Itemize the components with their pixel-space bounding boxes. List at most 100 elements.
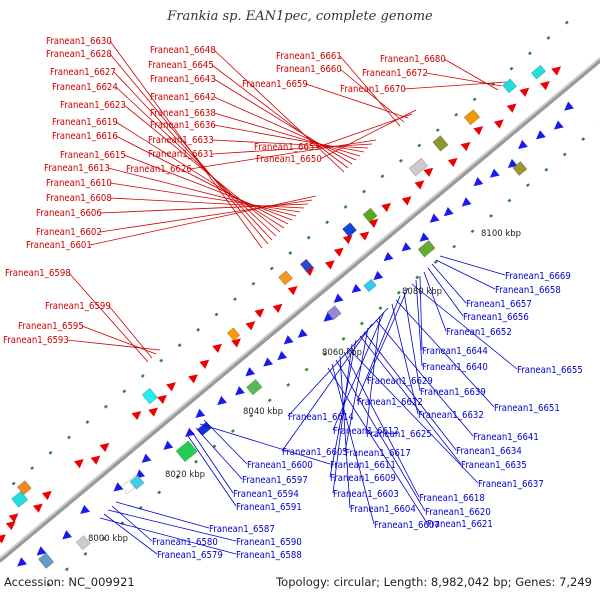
forward-gene-arrow xyxy=(148,407,158,417)
reverse-gene-arrow xyxy=(195,408,206,419)
forward-gene-label: Franean1_6608 xyxy=(46,193,112,204)
feature-box xyxy=(512,160,528,176)
reverse-gene-arrow xyxy=(245,367,256,377)
marker-tick xyxy=(544,167,549,172)
forward-gene-arrow xyxy=(131,410,142,421)
reverse-label-connector xyxy=(191,431,234,494)
feature-box xyxy=(11,490,29,508)
feature-box xyxy=(530,64,547,80)
reverse-label-connector xyxy=(435,259,496,290)
scale-tick-label: 8020 kbp xyxy=(165,470,205,480)
forward-gene-label: Franean1_6623 xyxy=(60,100,126,111)
marker-tick xyxy=(196,327,201,332)
forward-label-connector xyxy=(123,154,293,221)
marker-tick xyxy=(48,450,53,455)
forward-label-connector xyxy=(81,325,157,355)
forward-gene-label: Franean1_6661 xyxy=(276,51,342,62)
forward-label-connector xyxy=(115,135,289,225)
backbone-highlight xyxy=(0,57,600,559)
forward-gene-label: Franean1_6660 xyxy=(276,64,342,75)
forward-gene-label: Franean1_6638 xyxy=(150,108,216,119)
forward-gene-label: Franean1_6643 xyxy=(150,74,216,85)
reverse-label-connector xyxy=(359,335,462,465)
reverse-gene-arrow xyxy=(297,328,308,338)
forward-gene-label: Franean1_6595 xyxy=(18,321,84,332)
forward-gene-arrow xyxy=(414,180,425,190)
marker-tick xyxy=(122,389,127,394)
feature-box xyxy=(363,278,377,293)
marker-tick xyxy=(527,51,532,56)
forward-gene-label: Franean1_6593 xyxy=(3,335,69,346)
marker-tick xyxy=(360,321,364,326)
marker-tick xyxy=(306,235,311,240)
forward-label-connector xyxy=(213,49,345,173)
reverse-gene-label: Franean1_6651 xyxy=(494,403,560,414)
marker-tick xyxy=(325,220,330,225)
marker-tick xyxy=(323,352,328,357)
forward-gene-arrow xyxy=(41,490,52,501)
reverse-gene-arrow xyxy=(373,270,384,281)
forward-label-connector xyxy=(319,109,417,160)
forward-gene-label: Franean1_6619 xyxy=(52,117,118,128)
marker-tick xyxy=(249,413,254,418)
reverse-gene-label: Franean1_6579 xyxy=(157,550,223,561)
scale-tick-label: 8100 kbp xyxy=(481,229,521,239)
marker-tick xyxy=(509,66,514,71)
feature-box xyxy=(141,387,158,405)
reverse-gene-label: Franean1_6669 xyxy=(505,271,571,282)
forward-gene-arrow xyxy=(231,338,241,348)
marker-tick xyxy=(343,205,348,209)
forward-gene-label: Franean1_6653 xyxy=(254,142,320,153)
reverse-gene-arrow xyxy=(263,357,274,367)
forward-gene-label: Franean1_6610 xyxy=(46,178,112,189)
reverse-label-connector xyxy=(343,351,420,498)
reverse-label-connector xyxy=(431,263,467,304)
marker-tick xyxy=(175,475,180,480)
reverse-label-connector xyxy=(332,343,353,494)
reverse-gene-label: Franean1_6641 xyxy=(473,432,539,443)
forward-label-connector xyxy=(213,124,365,153)
reverse-gene-arrow xyxy=(80,504,90,515)
reverse-label-connector xyxy=(427,267,464,317)
forward-gene-arrow xyxy=(90,455,101,465)
forward-gene-arrow xyxy=(493,119,504,129)
reverse-gene-label: Franean1_6640 xyxy=(422,362,488,373)
reverse-gene-arrow xyxy=(333,293,344,303)
reverse-label-connector xyxy=(281,323,373,452)
forward-gene-arrow xyxy=(447,157,458,168)
forward-label-connector xyxy=(108,305,153,359)
forward-label-connector xyxy=(211,64,349,169)
marker-tick xyxy=(230,429,235,433)
feature-box xyxy=(342,222,358,238)
forward-gene-label: Franean1_6602 xyxy=(36,227,102,238)
marker-tick xyxy=(564,20,569,25)
genome-backbone xyxy=(0,57,600,563)
reverse-label-connector xyxy=(344,327,369,453)
forward-gene-label: Franean1_6680 xyxy=(380,54,446,65)
reverse-gene-label: Franean1_6607 xyxy=(374,520,440,531)
forward-gene-arrow xyxy=(423,167,434,177)
marker-tick xyxy=(46,582,51,587)
forward-gene-arrow xyxy=(245,321,256,331)
reverse-gene-label: Franean1_6600 xyxy=(247,460,313,471)
forward-label-connector xyxy=(403,81,507,90)
marker-tick xyxy=(581,137,586,141)
forward-label-connector xyxy=(115,121,285,229)
feature-box xyxy=(75,535,91,551)
reverse-gene-arrow xyxy=(235,386,245,396)
reverse-gene-label: Franean1_6591 xyxy=(236,502,302,513)
reverse-gene-label: Franean1_6588 xyxy=(236,550,302,561)
reverse-gene-label: Franean1_6634 xyxy=(456,446,522,457)
forward-label-connector xyxy=(305,83,409,119)
forward-gene-arrow xyxy=(368,218,379,229)
feature-box xyxy=(326,305,342,321)
reverse-gene-label: Franean1_6657 xyxy=(466,299,532,310)
feature-box xyxy=(129,474,145,490)
reverse-gene-label: Franean1_6597 xyxy=(242,475,308,486)
reverse-gene-arrow xyxy=(62,530,73,540)
forward-label-connector xyxy=(211,139,369,149)
reverse-gene-arrow xyxy=(429,213,440,223)
marker-tick xyxy=(546,36,551,40)
reverse-gene-label: Franean1_6611 xyxy=(330,460,396,471)
reverse-label-connector xyxy=(356,295,401,402)
